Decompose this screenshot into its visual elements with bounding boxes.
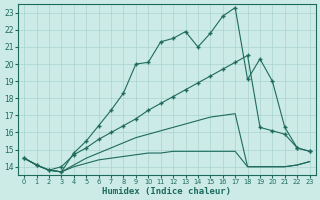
X-axis label: Humidex (Indice chaleur): Humidex (Indice chaleur) <box>102 187 231 196</box>
